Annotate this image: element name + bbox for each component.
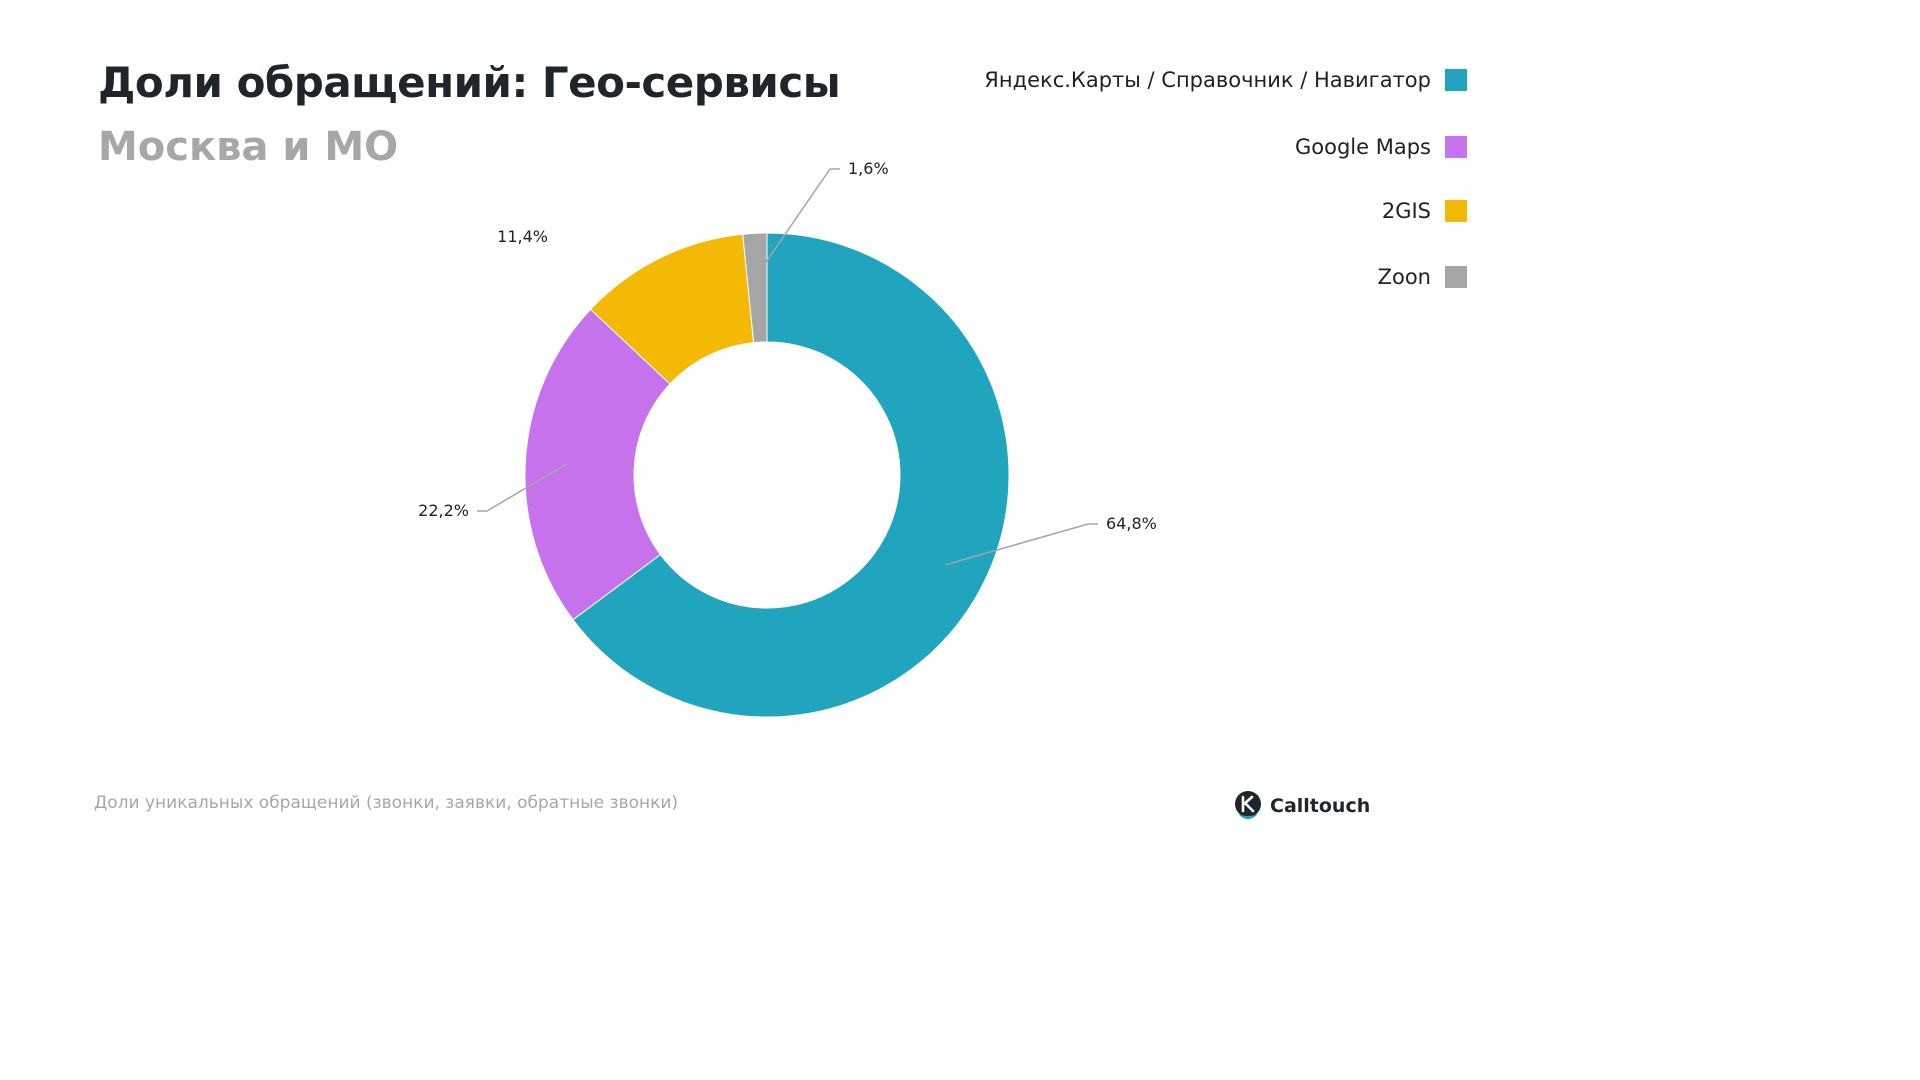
donut-chart: 64,8% 22,2% 11,4% 1,6%: [418, 159, 1157, 718]
legend-label: 2GIS: [1381, 199, 1431, 223]
donut-slice-zoon: [742, 232, 768, 344]
legend-label: Яндекс.Карты / Справочник / Навигатор: [984, 68, 1431, 92]
legend-label: Google Maps: [1295, 135, 1431, 159]
data-label-google-maps: 22,2%: [418, 501, 469, 520]
brand-logo: Calltouch: [1234, 790, 1370, 822]
leader-line-zoon: [756, 168, 840, 276]
legend-item-yandex: Яндекс.Карты / Справочник / Навигатор: [984, 68, 1467, 92]
chart-title: Доли обращений: Гео-сервисы: [98, 58, 841, 107]
legend-swatch: [1445, 266, 1467, 288]
leader-line-yandex: [945, 523, 1098, 566]
data-label-zoon: 1,6%: [848, 159, 889, 178]
brand-name: Calltouch: [1270, 795, 1371, 817]
footnote: Доли уникальных обращений (звонки, заявк…: [94, 793, 679, 813]
legend-item-zoon: Zoon: [1378, 265, 1467, 289]
legend-label: Zoon: [1377, 265, 1431, 289]
legend-swatch: [1445, 200, 1467, 222]
data-label-yandex: 64,8%: [1106, 514, 1157, 533]
donut-slice-google-maps: [524, 308, 671, 621]
donut-slice-yandex: [572, 232, 1010, 718]
leader-line-google-maps: [477, 463, 568, 512]
legend-swatch: [1445, 136, 1467, 158]
legend-item-2gis: 2GIS: [1382, 199, 1467, 223]
calltouch-logo-icon: [1235, 791, 1261, 819]
chart-subtitle: Москва и МО: [98, 124, 399, 170]
data-label-2gis: 11,4%: [497, 227, 548, 246]
legend-item-google-maps: Google Maps: [1295, 135, 1467, 159]
legend-swatch: [1445, 69, 1467, 91]
